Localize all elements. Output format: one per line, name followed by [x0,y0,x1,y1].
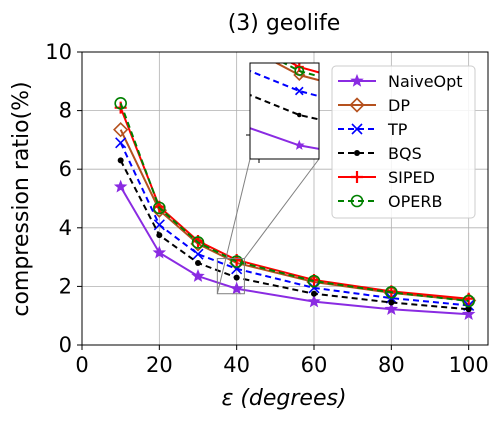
y-tick-label: 4 [59,216,72,240]
legend-marker [351,171,363,183]
data-point-tp [115,137,127,149]
data-point-bqs [156,232,163,239]
data-point-bqs [465,306,472,313]
data-point-operb [191,236,205,249]
x-tick-label: 20 [146,353,173,377]
data-point-bqs [311,290,317,297]
x-tick-label: 60 [301,353,328,377]
legend-label: DP [388,96,410,115]
legend-marker [350,73,364,87]
data-point-siped [462,292,475,305]
y-tick-label: 0 [59,333,72,357]
y-tick-label: 6 [59,157,72,181]
legend-label: BQS [388,144,422,163]
legend-marker [354,150,360,156]
y-axis-label: compression ratio(%) [9,81,34,316]
x-axis-label-unit: (degrees) [240,386,346,411]
data-point-operb [153,201,166,215]
axis-ticks: 0 20 40 60 80 100 0 2 4 6 8 10 [45,40,488,377]
zoom-inset [216,62,320,295]
data-point-naiveopt [152,245,167,259]
x-axis-label: ε (degrees) [221,386,346,411]
data-point-naiveopt [461,307,476,320]
plot-frame [81,51,489,346]
inset-data-point-naiveopt [293,139,305,150]
data-point-bqs [233,274,240,281]
legend-item-operb: OPERB [338,192,442,211]
series-operb [114,96,475,308]
series-bqs [117,157,472,313]
series-tp [115,137,475,312]
data-point-dp [151,202,167,218]
x-tick-label: 40 [223,353,250,377]
data-point-operb [114,96,127,110]
inset-frame [249,62,320,160]
legend-item-tp: TP [338,120,408,139]
legend: NaiveOpt DP TP BQS SIPED OPERB [331,65,476,219]
x-tick-label: 100 [449,353,489,377]
legend-label: SIPED [388,168,435,187]
data-point-operb [230,255,243,268]
y-tick-label: 8 [59,99,72,123]
inset-data-point-tp [294,86,304,96]
legend-item-siped: SIPED [338,168,435,187]
series-naiveopt [113,179,476,320]
legend-label: NaiveOpt [388,72,463,91]
data-point-dp [113,122,129,138]
legend-label: OPERB [388,192,442,211]
legend-item-naiveopt: NaiveOpt [338,72,463,91]
data-point-tp [153,219,165,231]
data-point-naiveopt [307,294,321,308]
zoom-connector-line [216,158,251,294]
data-point-naiveopt [229,281,244,295]
legend-marker [350,194,364,208]
x-axis-label-symbol: ε [221,386,233,411]
data-point-bqs [195,259,201,266]
y-tick-label: 10 [45,40,72,64]
data-point-naiveopt [191,269,205,282]
inset-data-point-operb [294,66,305,76]
data-point-naiveopt [384,302,399,315]
inset-background [250,63,319,159]
series-layer [113,96,477,320]
legend-item-bqs: BQS [338,144,422,163]
data-point-bqs [388,299,395,306]
zoom-connector-line [243,158,320,259]
y-tick-label: 2 [59,274,72,298]
data-point-operb [307,274,321,288]
data-point-naiveopt [113,179,128,193]
inset-series-line-operb [281,63,319,78]
data-point-operb [462,294,475,308]
zoom-region-box [216,258,245,295]
data-point-tp [192,248,204,260]
data-point-bqs [117,157,124,164]
x-tick-label: 0 [75,353,88,377]
x-tick-label: 80 [378,353,405,377]
legend-marker [351,123,363,135]
legend-marker [349,97,365,113]
legend-label: TP [387,120,408,139]
inset-plot-area [250,63,319,150]
chart-title: (3) geolife [228,11,341,36]
legend-item-dp: DP [338,96,410,115]
series-line-operb [119,102,469,303]
data-point-operb [385,285,398,299]
inset-data-point-bqs [297,112,302,118]
